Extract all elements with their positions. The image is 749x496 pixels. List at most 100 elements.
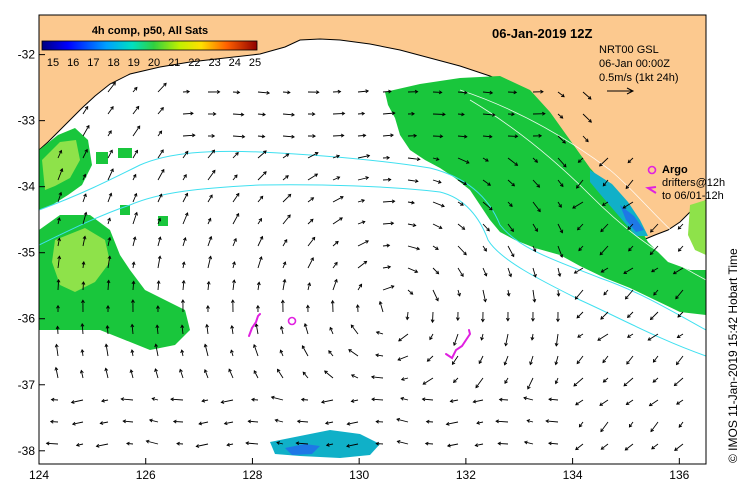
- current-arrowhead: [378, 300, 383, 305]
- current-arrow: [132, 281, 135, 291]
- current-arrowhead: [600, 428, 604, 433]
- current-arrow: [650, 245, 659, 255]
- current-arrow: [182, 237, 186, 247]
- current-arrow: [71, 399, 84, 403]
- current-arrowhead: [559, 183, 564, 188]
- current-arrow: [371, 376, 384, 379]
- current-arrow: [557, 267, 561, 277]
- current-arrow: [457, 179, 467, 185]
- current-arrow: [351, 399, 359, 402]
- current-arrow: [532, 157, 538, 163]
- current-arrow: [379, 301, 384, 313]
- current-arrowhead: [421, 397, 426, 402]
- current-arrow: [132, 212, 138, 225]
- current-arrow: [257, 218, 262, 225]
- current-arrowhead: [463, 181, 468, 185]
- currents-legend-line1: NRT00 GSL: [599, 44, 659, 56]
- current-arrow: [603, 377, 609, 383]
- current-arrowhead: [396, 417, 401, 422]
- current-arrow: [382, 266, 391, 269]
- current-arrow: [302, 345, 309, 357]
- current-arrow: [532, 289, 536, 302]
- current-arrow: [332, 196, 344, 203]
- current-arrowhead: [133, 86, 138, 91]
- current-arrow: [602, 201, 609, 206]
- current-arrowhead: [537, 208, 541, 213]
- current-arrowhead: [602, 359, 606, 364]
- current-arrow: [579, 421, 584, 428]
- current-arrow: [307, 237, 316, 247]
- current-arrow: [457, 223, 465, 230]
- current-arrow: [107, 237, 111, 247]
- current-arrowhead: [628, 247, 632, 252]
- current-arrow: [149, 419, 159, 423]
- plot-frame: [38, 14, 707, 465]
- current-arrowhead: [70, 400, 75, 404]
- current-arrowhead: [541, 111, 546, 116]
- current-arrow: [282, 91, 290, 94]
- current-arrowhead: [109, 149, 113, 154]
- current-arrow: [232, 152, 239, 159]
- current-arrowhead: [158, 130, 163, 135]
- current-arrowhead: [529, 361, 533, 366]
- current-arrowhead: [602, 379, 607, 383]
- current-arrow: [429, 333, 434, 340]
- current-arrowhead: [461, 112, 465, 117]
- current-arrow: [202, 399, 209, 402]
- current-arrow: [221, 399, 234, 403]
- current-arrow: [482, 245, 487, 252]
- y-tick-label: -38: [18, 444, 36, 458]
- current-arrowhead: [505, 317, 510, 322]
- current-arrowhead: [350, 374, 355, 378]
- current-arrow: [107, 82, 116, 93]
- current-arrow: [628, 245, 634, 252]
- current-arrow: [578, 157, 584, 163]
- current-arrowhead: [107, 217, 111, 222]
- current-arrowhead: [285, 175, 289, 179]
- current-arrow: [157, 256, 161, 269]
- current-arrow: [182, 151, 189, 159]
- current-arrowhead: [652, 358, 657, 363]
- current-arrow: [280, 326, 284, 335]
- current-arrow: [132, 236, 136, 247]
- current-arrow: [57, 168, 63, 181]
- current-arrowhead: [513, 90, 518, 95]
- current-arrow: [182, 193, 188, 203]
- current-arrow: [382, 90, 392, 93]
- current-arrow: [400, 397, 409, 401]
- current-arrowhead: [334, 278, 338, 283]
- current-arrowhead: [498, 397, 503, 402]
- y-tick-label: -33: [18, 114, 36, 128]
- x-tick-label: 124: [29, 468, 49, 482]
- current-arrow: [204, 369, 209, 379]
- current-arrow: [277, 369, 284, 379]
- current-arrowhead: [405, 316, 410, 321]
- current-arrow: [482, 157, 489, 162]
- current-arrow: [432, 113, 446, 115]
- current-arrow: [326, 443, 334, 446]
- current-arrowhead: [163, 82, 167, 87]
- current-arrow: [325, 421, 334, 424]
- current-arrow: [650, 421, 659, 432]
- current-arrow: [603, 289, 609, 296]
- current-arrow: [199, 421, 209, 425]
- current-arrow: [182, 112, 194, 115]
- current-arrow: [302, 371, 309, 379]
- argo-legend-title: Argo: [662, 164, 688, 176]
- current-arrowhead: [361, 111, 366, 116]
- current-arrowhead: [329, 326, 333, 331]
- current-arrow: [507, 289, 510, 296]
- current-arrow: [555, 377, 559, 384]
- current-arrowhead: [155, 324, 160, 329]
- current-arrowhead: [624, 295, 629, 300]
- current-arrow: [557, 135, 566, 144]
- current-arrow: [257, 150, 267, 159]
- current-arrowhead: [56, 304, 60, 309]
- current-arrowhead: [536, 184, 541, 188]
- composite-label: 4h comp, p50, All Sats: [92, 25, 208, 37]
- current-arrowhead: [208, 235, 213, 240]
- current-arrow: [107, 256, 111, 269]
- current-arrow: [82, 149, 88, 159]
- current-arrowhead: [526, 419, 531, 423]
- current-arrowhead: [262, 112, 266, 117]
